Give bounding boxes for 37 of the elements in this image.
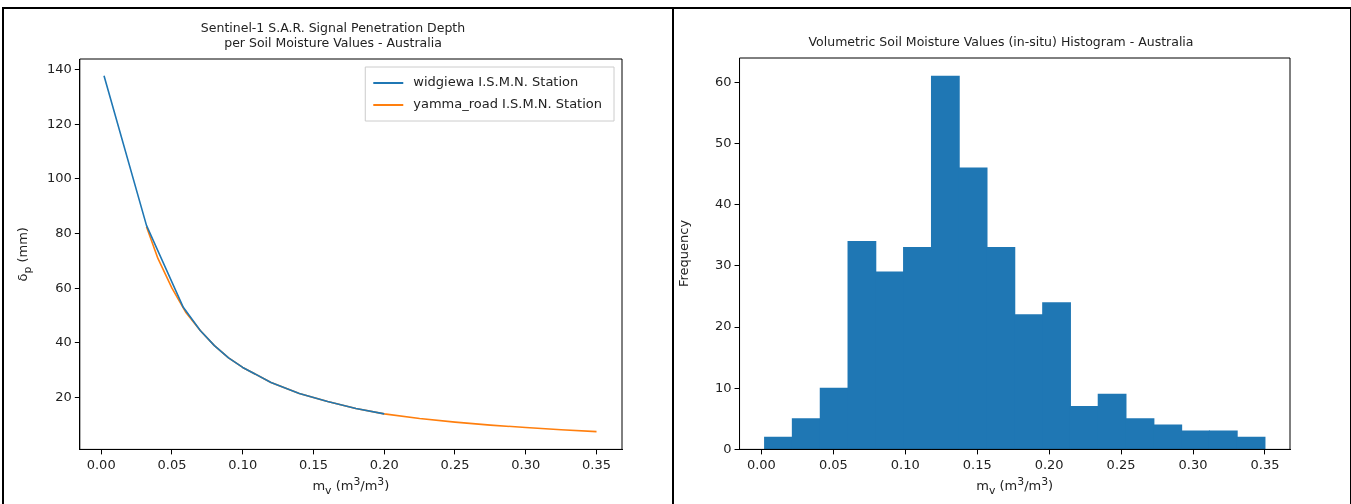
x-tick-label: 0.10 <box>890 456 920 472</box>
y-tick-label: 50 <box>715 134 732 150</box>
x-tick-label: 0.30 <box>1178 456 1208 472</box>
y-tick-label: 60 <box>715 73 732 89</box>
y-tick-label: 120 <box>46 115 72 131</box>
y-tick-label: 30 <box>715 257 732 273</box>
x-tick-label: 0.20 <box>1034 456 1064 472</box>
legend-label: widgiewa I.S.M.N. Station <box>413 74 579 90</box>
y-tick-label: 140 <box>46 61 72 77</box>
x-tick-label: 0.05 <box>157 456 187 472</box>
y-tick-label: 20 <box>715 318 732 334</box>
x-axis-title: m$_{v}$ (m$^{3}$/m$^{3}$) <box>976 475 1054 498</box>
y-tick-label: 0 <box>723 440 732 456</box>
legend-label: yamma_road I.S.M.N. Station <box>413 96 603 112</box>
x-axis-title: m$_{v}$ (m$^{3}$/m$^{3}$) <box>312 475 390 498</box>
x-tick-label: 0.25 <box>1106 456 1136 472</box>
chart-title: Sentinel-1 S.A.R. Signal Penetration Depth per Soil Moisture Values - Australia <box>200 19 466 50</box>
x-tick-label: 0.00 <box>746 456 776 472</box>
y-tick-label: 100 <box>46 170 72 186</box>
y-tick-label: 40 <box>55 334 72 350</box>
x-tick-label: 0.35 <box>582 456 611 472</box>
x-tick-label: 0.15 <box>299 456 328 472</box>
y-tick-label: 80 <box>55 224 72 240</box>
x-tick-label: 0.30 <box>511 456 541 472</box>
x-tick-label: 0.10 <box>228 456 258 472</box>
y-tick-label: 60 <box>55 279 72 295</box>
x-tick-label: 0.15 <box>962 456 992 472</box>
y-tick-label: 20 <box>55 388 72 404</box>
chart-title: Volumetric Soil Moisture Values (in-situ) Histogram - Australia <box>808 33 1194 49</box>
x-tick-label: 0.00 <box>86 456 116 472</box>
x-tick-label: 0.05 <box>818 456 848 472</box>
y-tick-label: 10 <box>715 379 732 395</box>
x-tick-label: 0.25 <box>440 456 470 472</box>
x-tick-label: 0.35 <box>1250 456 1280 472</box>
y-axis-title: Frequency <box>676 220 692 288</box>
y-tick-label: 40 <box>715 196 732 212</box>
x-tick-label: 0.20 <box>369 456 399 472</box>
